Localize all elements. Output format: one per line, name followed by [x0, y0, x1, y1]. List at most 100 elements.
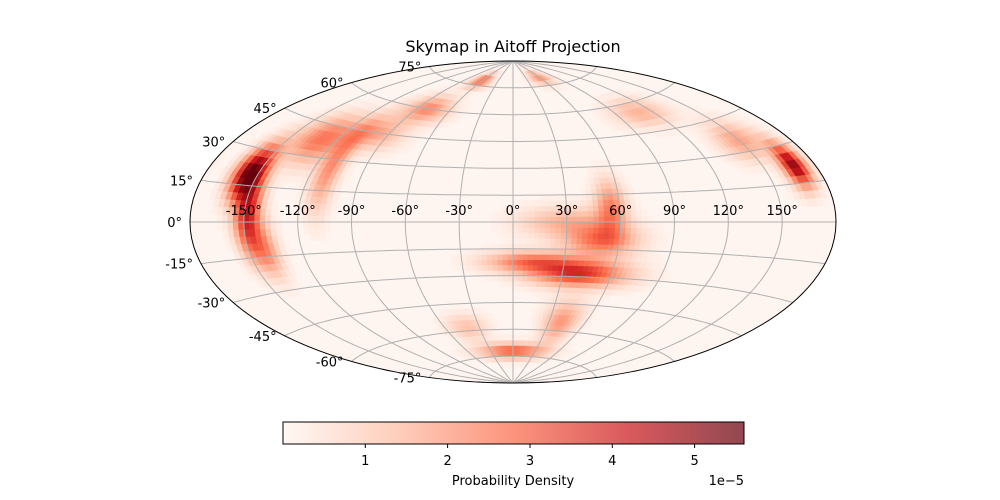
density-cell [331, 197, 339, 205]
density-cell [518, 221, 525, 228]
density-cell [647, 215, 654, 223]
density-cell [596, 193, 604, 201]
density-cell [475, 248, 483, 255]
parallel-line [200, 248, 826, 265]
density-cell [308, 227, 316, 236]
density-cell [527, 259, 534, 266]
density-cell [496, 216, 503, 223]
density-cell [488, 275, 495, 282]
density-cell [503, 280, 509, 287]
density-cell [493, 275, 500, 282]
density-cell [526, 286, 532, 293]
density-cell [528, 253, 535, 260]
density-cell [507, 253, 514, 260]
density-cell [502, 243, 509, 250]
density-cell [598, 227, 605, 234]
density-cell [570, 243, 577, 250]
lat-tick-label: -60° [316, 355, 344, 370]
density-cell [512, 275, 519, 282]
density-cell [498, 275, 504, 282]
density-cell [522, 264, 529, 271]
density-cell [512, 280, 519, 287]
lon-tick-label: -150° [226, 204, 262, 219]
density-cell [538, 194, 546, 201]
density-cell [465, 248, 472, 255]
density-cell [534, 232, 541, 239]
density-cell [512, 227, 519, 233]
density-cell [544, 227, 551, 234]
colorbar-tick-label: 2 [443, 454, 451, 469]
density-cell [647, 221, 654, 229]
density-cell [550, 227, 557, 234]
density-cell [571, 227, 578, 234]
density-cell [527, 264, 534, 271]
density-cell [539, 210, 546, 217]
density-cell [481, 248, 488, 255]
density-cell [566, 221, 573, 228]
density-cell [313, 221, 320, 229]
lon-tick-labels: -150° -120° -90° -60° -30° 0° 30° 60° 90° 120° 150… [226, 204, 798, 219]
lon-tick-label: -120° [280, 204, 316, 219]
density-cell [265, 221, 272, 230]
density-cell [507, 227, 514, 233]
density-cell [609, 221, 616, 228]
density-cell [528, 200, 535, 207]
density-cell [581, 238, 589, 245]
density-cell [657, 227, 664, 235]
density-cell [259, 221, 266, 230]
density-cell [614, 227, 621, 234]
density-cell [491, 210, 498, 217]
graticule [190, 61, 836, 383]
density-cell [587, 205, 594, 212]
density-cell [655, 256, 664, 264]
density-cell [652, 221, 659, 229]
density-cell [521, 280, 528, 287]
density-cell [575, 194, 583, 201]
density-cell [539, 221, 546, 228]
density-cell [570, 237, 578, 245]
density-cell [587, 210, 595, 217]
density-cell [554, 243, 562, 250]
density-cell [501, 232, 509, 239]
density-cell [582, 227, 589, 234]
density-cell [232, 221, 240, 230]
lon-tick-label: -30° [445, 204, 473, 219]
density-cell [554, 248, 561, 255]
density-cell [523, 243, 530, 250]
lon-tick-label: 30° [555, 204, 578, 219]
density-cell [565, 194, 572, 201]
density-cell [560, 232, 567, 239]
density-cell [507, 232, 514, 239]
density-cell [248, 221, 256, 230]
density-cell [555, 232, 562, 239]
density-cell [528, 248, 535, 255]
density-cell [592, 232, 600, 239]
density-cell [593, 216, 600, 223]
lat-tick-label: 0° [167, 216, 182, 231]
density-cell [582, 210, 589, 217]
parallel-line [429, 355, 597, 378]
density-cell [635, 233, 643, 240]
lat-tick-label: -30° [198, 297, 226, 312]
density-cell [576, 238, 583, 245]
density-cell [521, 286, 528, 293]
density-cell [227, 221, 234, 230]
colorbar-ticks: 1 2 3 4 5 [361, 444, 699, 469]
density-cell [517, 259, 524, 266]
density-cell [216, 221, 224, 231]
density-cell [620, 87, 637, 94]
density-cell [330, 203, 338, 211]
density-cell [539, 237, 546, 244]
density-cell [582, 216, 589, 223]
density-cell [586, 199, 594, 206]
density-cell [543, 253, 550, 261]
density-cell [636, 221, 643, 228]
parallel-line [351, 328, 675, 362]
density-cell [254, 221, 261, 230]
density-cell [496, 227, 503, 233]
density-cell [534, 205, 541, 212]
density-cell [517, 264, 524, 271]
density-cell [581, 243, 588, 250]
density-cell [576, 232, 584, 239]
density-cell [547, 72, 562, 78]
